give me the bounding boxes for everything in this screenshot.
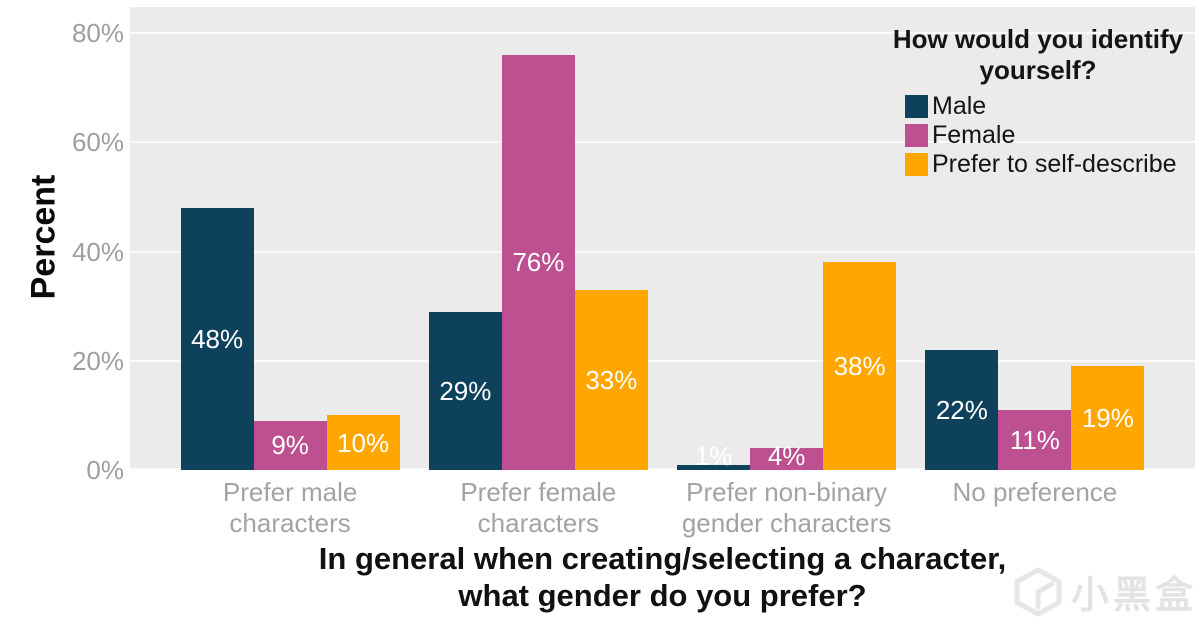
legend-color-chip <box>905 95 928 118</box>
bar-value-label: 33% <box>585 364 638 395</box>
bar-prefer-to-self-describe: 38% <box>823 262 897 470</box>
bar-value-label: 10% <box>337 427 390 458</box>
x-axis-title-line-1: In general when creating/selecting a cha… <box>318 541 1007 576</box>
x-axis-title: In general when creating/selecting a cha… <box>130 540 1195 614</box>
x-category-label: Prefer female characters <box>460 477 617 538</box>
bar-group: 29% 76% 33% <box>414 7 662 470</box>
gridline-20 <box>130 359 1195 362</box>
bar-male: 48% <box>180 207 254 470</box>
bar-value-label: 22% <box>935 394 988 425</box>
bar-group: 48% 9% 10% <box>166 7 414 470</box>
bar-female: 4% <box>750 442 824 470</box>
bar-value-label: 1% <box>694 441 733 471</box>
bar-prefer-to-self-describe: 10% <box>326 415 400 470</box>
legend-item: Prefer to self-describe <box>905 150 1196 179</box>
gridline-80 <box>130 32 1195 35</box>
bar-value-label: 76% <box>512 247 565 278</box>
bar-value-label: 29% <box>439 375 492 406</box>
watermark-text: 小黑盒 <box>1070 575 1197 617</box>
bar-female: 11% <box>998 409 1072 470</box>
legend-label: Male <box>932 92 987 120</box>
plot-area: 48% 9% 10% 29% 76% 33% 1% 4% 38% 22% 11% 19% <box>130 7 1195 470</box>
legend: How would you identify yourself? Male Fem… <box>880 24 1196 179</box>
legend-color-chip <box>905 124 928 147</box>
x-category-label: Prefer male characters <box>222 477 358 538</box>
bar-value-label: 19% <box>1081 403 1134 434</box>
bar-value-label: 4% <box>767 441 806 471</box>
bar-female: 9% <box>253 420 327 470</box>
legend-item: Male <box>905 92 1196 121</box>
gridline-40 <box>130 250 1195 253</box>
legend-title: How would you identify yourself? <box>880 24 1196 86</box>
gridline-0 <box>130 468 1195 470</box>
legend-title-line-1: How would you identify <box>892 24 1184 54</box>
bar-prefer-to-self-describe: 19% <box>1071 366 1145 470</box>
legend-title-line-2: yourself? <box>979 55 1097 85</box>
legend-label: Prefer to self-describe <box>932 150 1177 178</box>
bar-female: 76% <box>501 54 575 470</box>
watermark: 小黑盒 <box>1013 564 1197 619</box>
legend-items: Male Female Prefer to self-describe <box>905 92 1196 179</box>
legend-label: Female <box>932 121 1016 149</box>
y-tick-label: 0% <box>86 455 124 485</box>
bar-male: 29% <box>428 311 502 470</box>
bar-value-label: 11% <box>1009 424 1060 455</box>
bar-group: 1% 4% 38% <box>663 7 911 470</box>
bar-value-label: 38% <box>833 351 886 382</box>
y-tick-label: 40% <box>71 236 124 267</box>
bar-male: 22% <box>925 349 999 470</box>
legend-item: Female <box>905 121 1196 150</box>
y-tick-label: 60% <box>71 127 124 158</box>
legend-color-chip <box>905 153 928 176</box>
bar-group: 22% 11% 19% <box>911 7 1159 470</box>
y-tick-label: 20% <box>71 345 124 376</box>
y-tick-label: 80% <box>71 18 124 48</box>
xiaoheihe-box-logo-icon <box>1014 567 1062 616</box>
bar-groups: 48% 9% 10% 29% 76% 33% 1% 4% 38% 22% 11% 19% <box>130 7 1195 470</box>
bar-value-label: 9% <box>271 430 309 461</box>
x-category-label: No preference <box>952 477 1118 507</box>
bar-prefer-to-self-describe: 33% <box>574 289 648 470</box>
bar-male: 1% <box>677 442 751 470</box>
gridline-60 <box>130 141 1195 144</box>
x-category-label: Prefer non-binary gender characters <box>681 477 892 538</box>
x-axis-category-labels: Prefer male characters Prefer female char… <box>130 477 1195 539</box>
bar-value-label: 48% <box>191 323 244 354</box>
x-axis-title-line-2: what gender do you prefer? <box>458 578 867 613</box>
